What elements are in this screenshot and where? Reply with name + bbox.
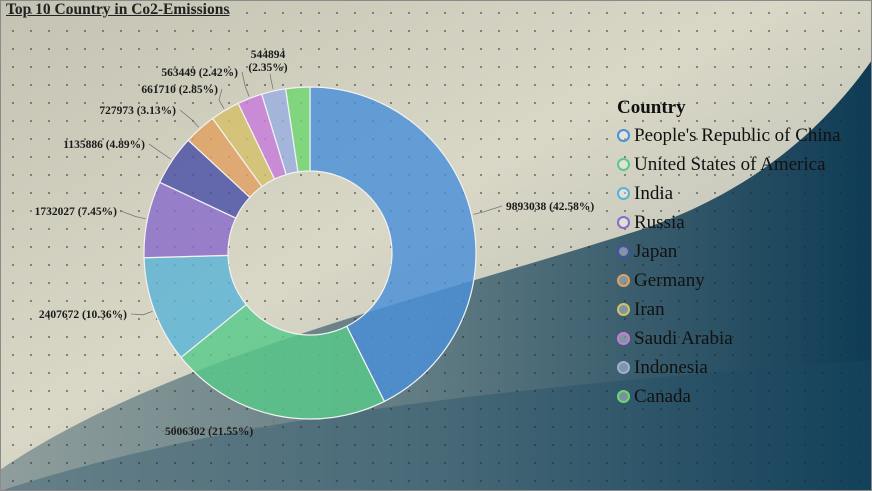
data-label: 9893038 (42.58%) <box>506 201 594 213</box>
legend-swatch <box>617 158 630 171</box>
legend-label: People's Republic of China <box>634 124 841 146</box>
chart-title: Top 10 Country in Co2-Emissions <box>6 1 230 18</box>
data-label: 544894 (2.35%) <box>248 49 287 74</box>
legend-items: People's Republic of China United States … <box>617 121 841 411</box>
data-label-leader <box>120 210 146 220</box>
data-label-leader <box>148 143 171 160</box>
legend-item[interactable]: Russia <box>617 208 841 237</box>
data-label: 661710 (2.85%) <box>141 84 218 96</box>
data-label-leader <box>160 417 275 432</box>
data-label-leader <box>179 109 199 128</box>
legend-label: Indonesia <box>634 356 708 378</box>
data-label-leader <box>269 73 274 90</box>
legend-item[interactable]: Japan <box>617 237 841 266</box>
legend-item[interactable]: People's Republic of China <box>617 121 841 150</box>
legend-swatch <box>617 390 630 403</box>
legend-label: India <box>634 182 674 204</box>
legend-label: Saudi Arabia <box>634 327 733 349</box>
legend-label: Iran <box>634 298 665 320</box>
donut-slice[interactable] <box>284 86 311 173</box>
data-label: 5006302 (21.55%) <box>165 426 253 438</box>
donut-slice[interactable] <box>309 86 477 403</box>
legend-item[interactable]: Canada <box>617 382 841 411</box>
data-label: 2407672 (10.36%) <box>39 309 127 321</box>
legend: Country People's Republic of China United… <box>617 97 841 411</box>
legend-swatch <box>617 361 630 374</box>
legend-item[interactable]: Indonesia <box>617 353 841 382</box>
legend-item[interactable]: United States of America <box>617 150 841 179</box>
legend-item[interactable]: India <box>617 179 841 208</box>
legend-label: Germany <box>634 269 705 291</box>
legend-item[interactable]: Iran <box>617 295 841 324</box>
data-label: 727973 (3.13%) <box>99 105 176 117</box>
legend-swatch <box>617 332 630 345</box>
data-label: 563449 (2.42%) <box>161 67 238 79</box>
data-label-leader <box>241 71 250 97</box>
data-label-leader <box>473 205 503 215</box>
data-label: 1732027 (7.45%) <box>35 206 118 218</box>
legend-swatch <box>617 274 630 287</box>
legend-label: United States of America <box>634 153 826 175</box>
legend-label: Japan <box>634 240 678 262</box>
legend-swatch <box>617 245 630 258</box>
legend-swatch <box>617 187 630 200</box>
data-label: 1135886 (4.89%) <box>63 139 145 151</box>
data-label-leader <box>130 310 153 316</box>
legend-swatch <box>617 303 630 316</box>
donut-slice[interactable] <box>180 303 386 420</box>
legend-item[interactable]: Saudi Arabia <box>617 324 841 353</box>
legend-title: Country <box>617 97 686 118</box>
legend-item[interactable]: Germany <box>617 266 841 295</box>
legend-label: Canada <box>634 385 691 407</box>
data-label-leader <box>218 88 225 109</box>
legend-swatch <box>617 129 630 142</box>
legend-label: Russia <box>634 211 685 233</box>
legend-swatch <box>617 216 630 229</box>
